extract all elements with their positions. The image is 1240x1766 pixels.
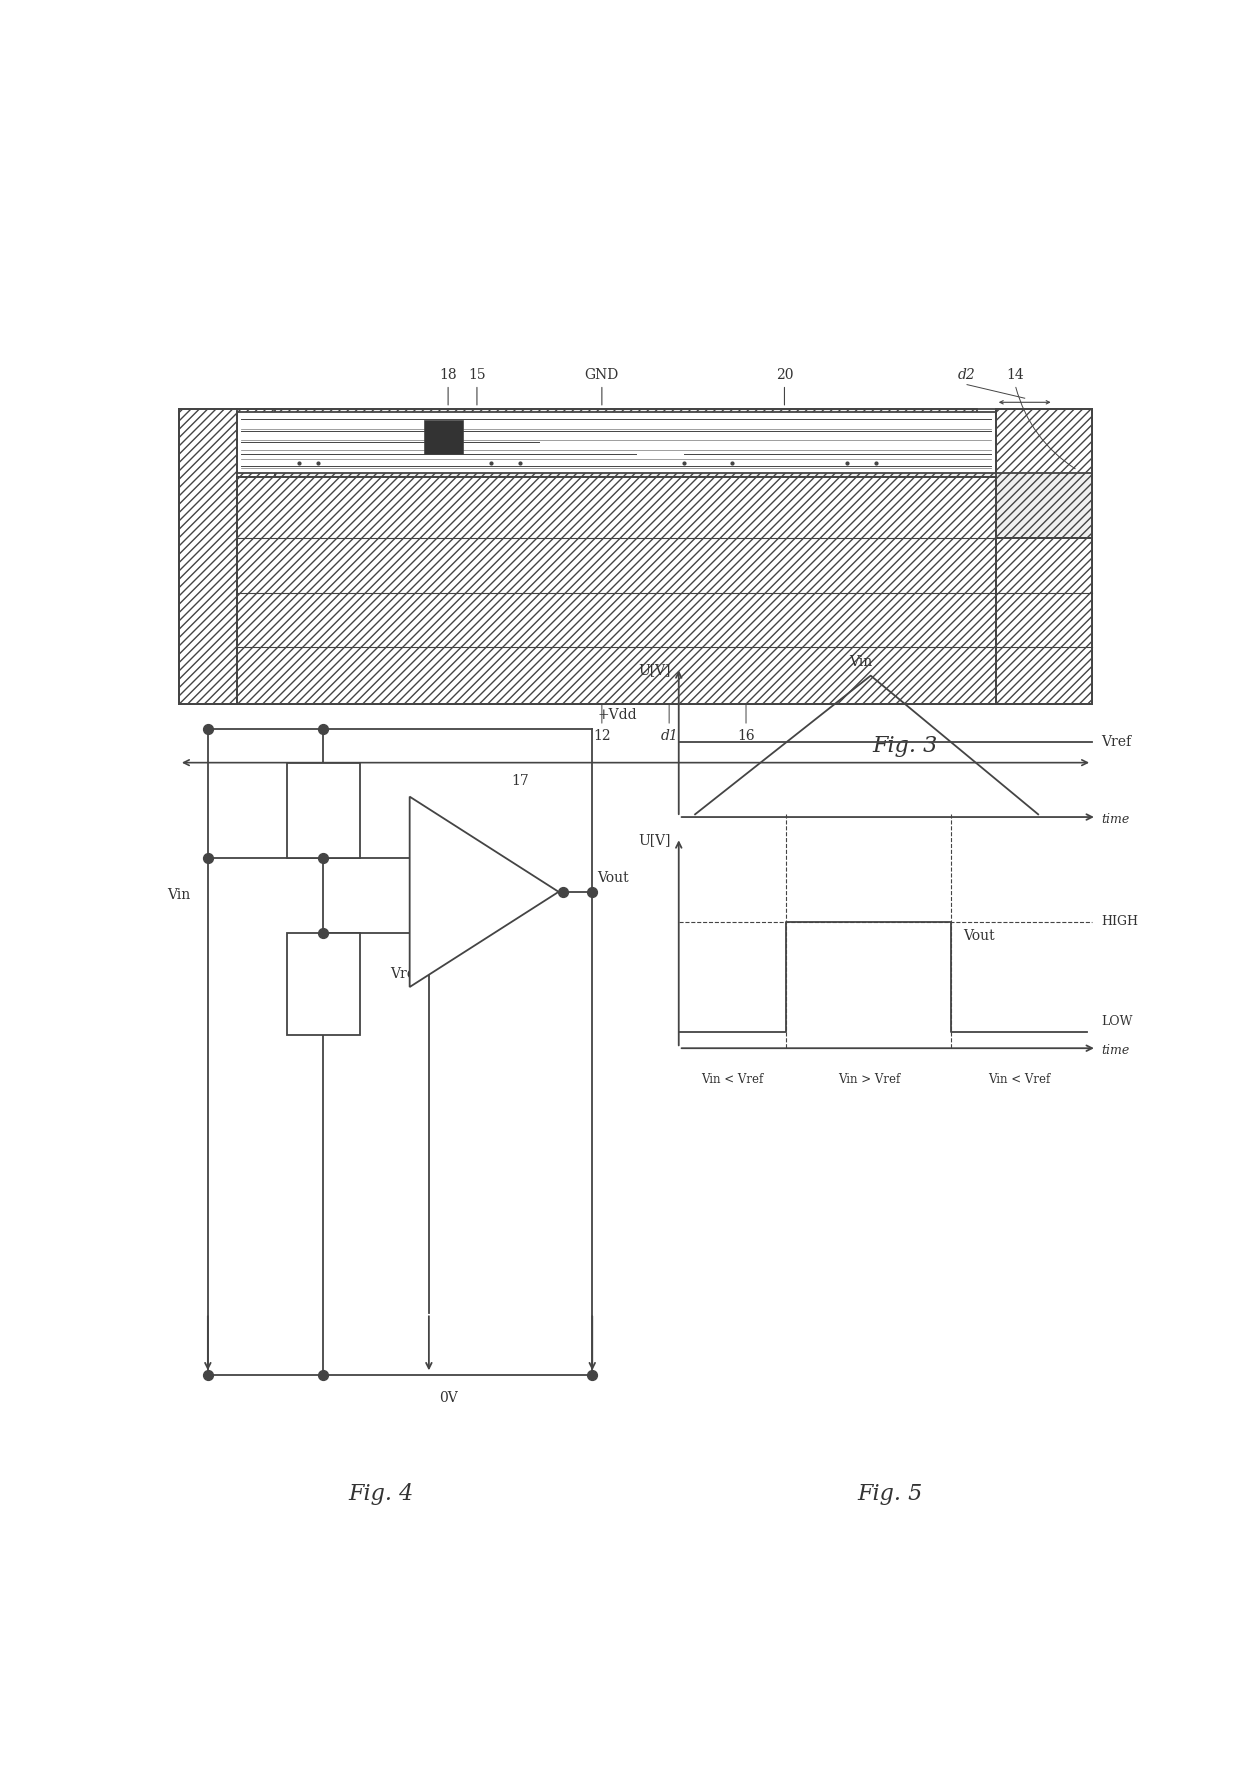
Point (198, 715, 218, 743)
Point (481, 449, 501, 477)
Text: −: − (424, 932, 436, 947)
Point (511, 449, 531, 477)
Text: 16: 16 (738, 729, 755, 743)
Point (314, 844, 334, 872)
Text: Vref: Vref (389, 966, 420, 980)
Text: Vin < Vref: Vin < Vref (988, 1072, 1050, 1086)
Point (837, 449, 857, 477)
Polygon shape (179, 410, 1092, 705)
Text: 32: 32 (315, 804, 332, 818)
Text: Vin > Vref: Vin > Vref (837, 1072, 900, 1086)
Point (553, 878, 573, 906)
Text: 12: 12 (593, 729, 610, 743)
Text: time: time (1101, 814, 1130, 826)
Point (314, 1360, 334, 1388)
Point (866, 449, 885, 477)
Point (198, 844, 218, 872)
Text: +Vdd: +Vdd (596, 708, 636, 722)
Point (583, 1360, 603, 1388)
Point (583, 878, 603, 906)
Text: d1: d1 (660, 729, 678, 743)
Bar (286, 763, 360, 858)
Text: +: + (424, 837, 436, 851)
Text: HIGH: HIGH (1101, 915, 1138, 929)
Polygon shape (409, 796, 559, 987)
Point (722, 449, 742, 477)
Text: Vin: Vin (167, 888, 191, 902)
Point (309, 449, 329, 477)
Bar (424, 420, 463, 454)
Text: time: time (1101, 1044, 1130, 1058)
Text: 17: 17 (511, 774, 529, 788)
Bar (996, 539, 1092, 705)
Text: LOW: LOW (1101, 1014, 1133, 1028)
Text: 14: 14 (1006, 367, 1024, 381)
Point (198, 1360, 218, 1388)
Text: 18: 18 (439, 367, 456, 381)
Text: Fig. 4: Fig. 4 (348, 1483, 413, 1505)
Point (314, 918, 334, 947)
Text: Vref: Vref (1101, 735, 1132, 749)
Point (673, 449, 693, 477)
Text: 30: 30 (475, 885, 492, 899)
Text: U[V]: U[V] (639, 834, 671, 848)
Text: 31: 31 (315, 977, 332, 991)
Text: Fig. 5: Fig. 5 (858, 1483, 923, 1505)
Text: Vout: Vout (962, 929, 994, 943)
Text: 0V: 0V (439, 1392, 458, 1406)
Text: 20: 20 (776, 367, 794, 381)
Bar (179, 410, 275, 705)
Bar (996, 410, 1092, 473)
Bar (237, 477, 996, 705)
Text: Vin < Vref: Vin < Vref (702, 1072, 764, 1086)
Text: U[V]: U[V] (639, 664, 671, 678)
Text: 15: 15 (469, 367, 486, 381)
Bar (237, 411, 996, 473)
Text: Vin: Vin (849, 655, 873, 669)
Text: Fig. 3: Fig. 3 (872, 735, 937, 758)
Point (289, 449, 309, 477)
Text: d2: d2 (959, 367, 976, 381)
Text: GND: GND (585, 367, 619, 381)
Point (314, 715, 334, 743)
Bar (286, 932, 360, 1035)
Text: Vout: Vout (596, 871, 629, 885)
